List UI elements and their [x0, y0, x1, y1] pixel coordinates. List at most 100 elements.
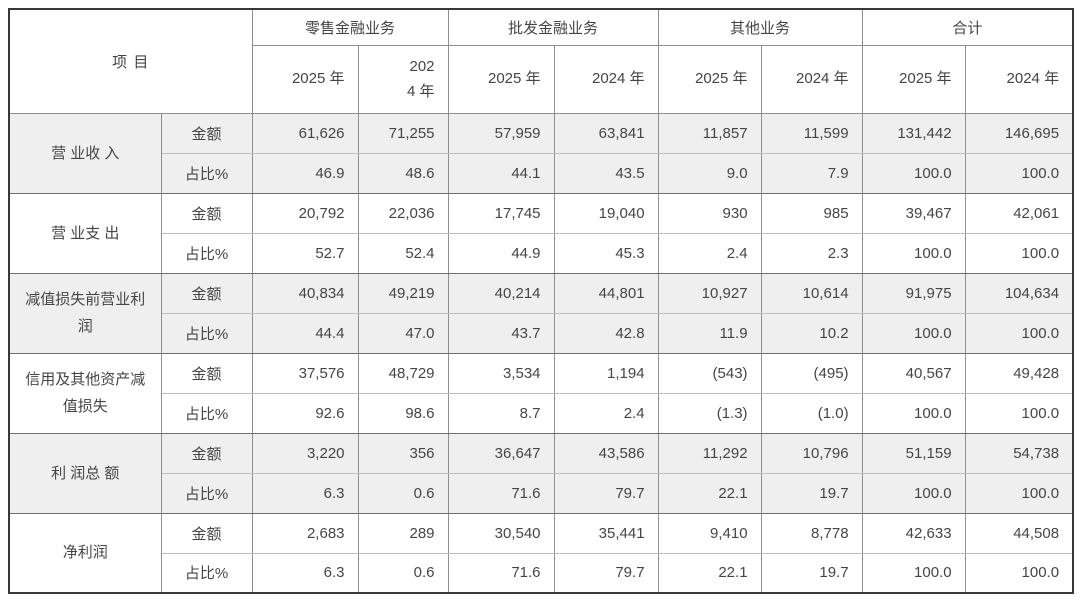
amount-cell: 44,508	[964, 512, 1074, 554]
amount-cell: (495)	[760, 352, 863, 394]
ratio-cell: 100.0	[861, 232, 966, 274]
metric-label-ratio: 占比%	[160, 232, 253, 274]
table-row: 占比% 52.7 52.4 44.9 45.3 2.4 2.3 100.0 10…	[9, 232, 1074, 274]
ratio-cell: 100.0	[964, 232, 1074, 274]
amount-cell: 30,540	[447, 512, 555, 554]
ratio-cell: 9.0	[657, 152, 762, 194]
ratio-cell: 19.7	[760, 472, 863, 514]
amount-cell: 131,442	[861, 112, 966, 154]
amount-cell: 51,159	[861, 432, 966, 474]
metric-label-amount: 金额	[160, 512, 253, 554]
ratio-cell: 100.0	[964, 552, 1074, 594]
amount-cell: 49,428	[964, 352, 1074, 394]
year-header: 2025 年	[251, 44, 359, 114]
table-row: 占比% 6.3 0.6 71.6 79.7 22.1 19.7 100.0 10…	[9, 472, 1074, 514]
amount-cell: 104,634	[964, 272, 1074, 314]
amount-cell: 61,626	[251, 112, 359, 154]
amount-cell: 44,801	[553, 272, 659, 314]
col-group-total: 合计	[861, 8, 1074, 46]
year-header: 2024 年	[964, 44, 1074, 114]
ratio-cell: 44.1	[447, 152, 555, 194]
ratio-cell: 52.4	[357, 232, 449, 274]
ratio-cell: 48.6	[357, 152, 449, 194]
amount-cell: 3,534	[447, 352, 555, 394]
ratio-cell: 100.0	[861, 552, 966, 594]
amount-cell: 57,959	[447, 112, 555, 154]
ratio-cell: 6.3	[251, 472, 359, 514]
amount-cell: 19,040	[553, 192, 659, 234]
amount-cell: 17,745	[447, 192, 555, 234]
item-column-header: 项 目	[8, 8, 253, 114]
row-label-pre-impairment-operating-profit: 减值损失前营业利润	[8, 272, 162, 354]
ratio-cell: 100.0	[861, 392, 966, 434]
col-group-wholesale-banking: 批发金融业务	[447, 8, 659, 46]
table-row: 信用及其他资产减值损失 金额 37,576 48,729 3,534 1,194…	[8, 352, 1074, 434]
ratio-cell: 79.7	[553, 552, 659, 594]
metric-label-amount: 金额	[160, 432, 253, 474]
row-label-net-profit: 净利润	[8, 512, 162, 594]
amount-cell: 40,567	[861, 352, 966, 394]
ratio-cell: 52.7	[251, 232, 359, 274]
amount-cell: 2,683	[251, 512, 359, 554]
segment-results-table: 项 目 零售金融业务 批发金融业务 其他业务 合计 2025 年 2024 年 …	[8, 8, 1075, 594]
ratio-cell: 19.7	[760, 552, 863, 594]
amount-cell: 43,586	[553, 432, 659, 474]
table-row: 营 业收 入 金额 61,626 71,255 57,959 63,841 11…	[8, 112, 1074, 194]
amount-cell: 289	[357, 512, 449, 554]
amount-cell: 10,796	[760, 432, 863, 474]
ratio-cell: 2.4	[657, 232, 762, 274]
ratio-cell: 45.3	[553, 232, 659, 274]
ratio-cell: 7.9	[760, 152, 863, 194]
amount-cell: 1,194	[553, 352, 659, 394]
ratio-cell: 100.0	[964, 392, 1074, 434]
ratio-cell: 79.7	[553, 472, 659, 514]
row-label-credit-impairment-losses: 信用及其他资产减值损失	[8, 352, 162, 434]
ratio-cell: 6.3	[251, 552, 359, 594]
year-header: 2024 年	[357, 44, 449, 114]
ratio-cell: 100.0	[964, 472, 1074, 514]
ratio-cell: 22.1	[657, 552, 762, 594]
ratio-cell: 98.6	[357, 392, 449, 434]
ratio-cell: (1.0)	[760, 392, 863, 434]
amount-cell: 11,857	[657, 112, 762, 154]
table-body: 营 业收 入 金额 61,626 71,255 57,959 63,841 11…	[8, 112, 1074, 594]
year-header: 2025 年	[861, 44, 966, 114]
ratio-cell: 44.4	[251, 312, 359, 354]
amount-cell: 48,729	[357, 352, 449, 394]
table-row: 营 业支 出 金额 20,792 22,036 17,745 19,040 93…	[8, 192, 1074, 274]
col-group-retail-banking: 零售金融业务	[251, 8, 449, 46]
amount-cell: 11,599	[760, 112, 863, 154]
metric-label-amount: 金额	[160, 112, 253, 154]
amount-cell: 22,036	[357, 192, 449, 234]
amount-cell: 9,410	[657, 512, 762, 554]
table-row: 占比% 44.4 47.0 43.7 42.8 11.9 10.2 100.0 …	[9, 312, 1074, 354]
amount-cell: 3,220	[251, 432, 359, 474]
column-group-row: 项 目 零售金融业务 批发金融业务 其他业务 合计	[8, 8, 1074, 114]
ratio-cell: 47.0	[357, 312, 449, 354]
amount-cell: 63,841	[553, 112, 659, 154]
amount-cell: 985	[760, 192, 863, 234]
ratio-cell: 0.6	[357, 552, 449, 594]
ratio-cell: 44.9	[447, 232, 555, 274]
ratio-cell: 2.3	[760, 232, 863, 274]
ratio-cell: 71.6	[447, 552, 555, 594]
ratio-cell: 2.4	[553, 392, 659, 434]
ratio-cell: 100.0	[861, 312, 966, 354]
amount-cell: 10,927	[657, 272, 762, 314]
ratio-cell: 8.7	[447, 392, 555, 434]
col-group-other-business: 其他业务	[657, 8, 863, 46]
ratio-cell: 43.5	[553, 152, 659, 194]
table-row: 减值损失前营业利润 金额 40,834 49,219 40,214 44,801…	[8, 272, 1074, 354]
ratio-cell: 100.0	[861, 472, 966, 514]
table-row: 净利润 金额 2,683 289 30,540 35,441 9,410 8,7…	[8, 512, 1074, 594]
year-header-row: 2025 年 2024 年 2025 年 2024 年 2025 年 2024 …	[9, 44, 1074, 114]
year-header: 2025 年	[447, 44, 555, 114]
ratio-cell: 22.1	[657, 472, 762, 514]
year-header: 2025 年	[657, 44, 762, 114]
metric-label-ratio: 占比%	[160, 312, 253, 354]
amount-cell: 91,975	[861, 272, 966, 314]
table-row: 占比% 46.9 48.6 44.1 43.5 9.0 7.9 100.0 10…	[9, 152, 1074, 194]
ratio-cell: 10.2	[760, 312, 863, 354]
amount-cell: 930	[657, 192, 762, 234]
